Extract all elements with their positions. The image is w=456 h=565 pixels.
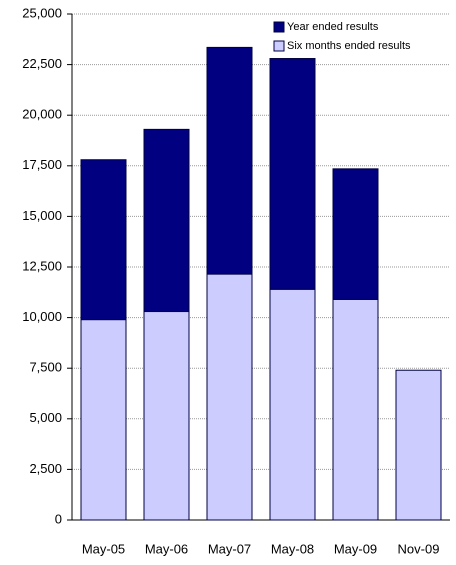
bar-segment	[269, 288, 316, 521]
x-tick-label: May-05	[82, 541, 125, 556]
bar-segment	[332, 298, 379, 521]
x-tick-label: Nov-09	[398, 541, 440, 556]
bar-segment	[206, 273, 253, 521]
bar-segment	[206, 46, 253, 275]
y-tick-label: 25,000	[22, 5, 62, 20]
legend-label: Year ended results	[287, 21, 379, 33]
y-tick-label: 0	[55, 511, 62, 526]
x-tick-label: May-07	[208, 541, 251, 556]
y-tick-label: 12,500	[22, 258, 62, 273]
x-tick-label: May-08	[271, 541, 314, 556]
y-tick-label: 7,500	[29, 360, 62, 375]
bar-segment	[269, 58, 316, 290]
y-tick-label: 17,500	[22, 157, 62, 172]
y-tick-label: 20,000	[22, 107, 62, 122]
bar-segment	[395, 369, 442, 521]
x-tick-label: May-09	[334, 541, 377, 556]
legend-swatch	[273, 40, 285, 52]
bar-segment	[80, 159, 127, 321]
y-tick-label: 5,000	[29, 410, 62, 425]
y-tick-label: 22,500	[22, 56, 62, 71]
legend-swatch	[273, 21, 285, 33]
x-tick-label: May-06	[145, 541, 188, 556]
bar-segment	[80, 319, 127, 521]
bar-segment	[332, 168, 379, 300]
legend-label: Six months ended results	[287, 40, 411, 52]
y-tick-label: 2,500	[29, 461, 62, 476]
y-tick-label: 15,000	[22, 208, 62, 223]
bar-segment	[143, 311, 190, 521]
y-tick-label: 10,000	[22, 309, 62, 324]
bar-segment	[143, 128, 190, 313]
